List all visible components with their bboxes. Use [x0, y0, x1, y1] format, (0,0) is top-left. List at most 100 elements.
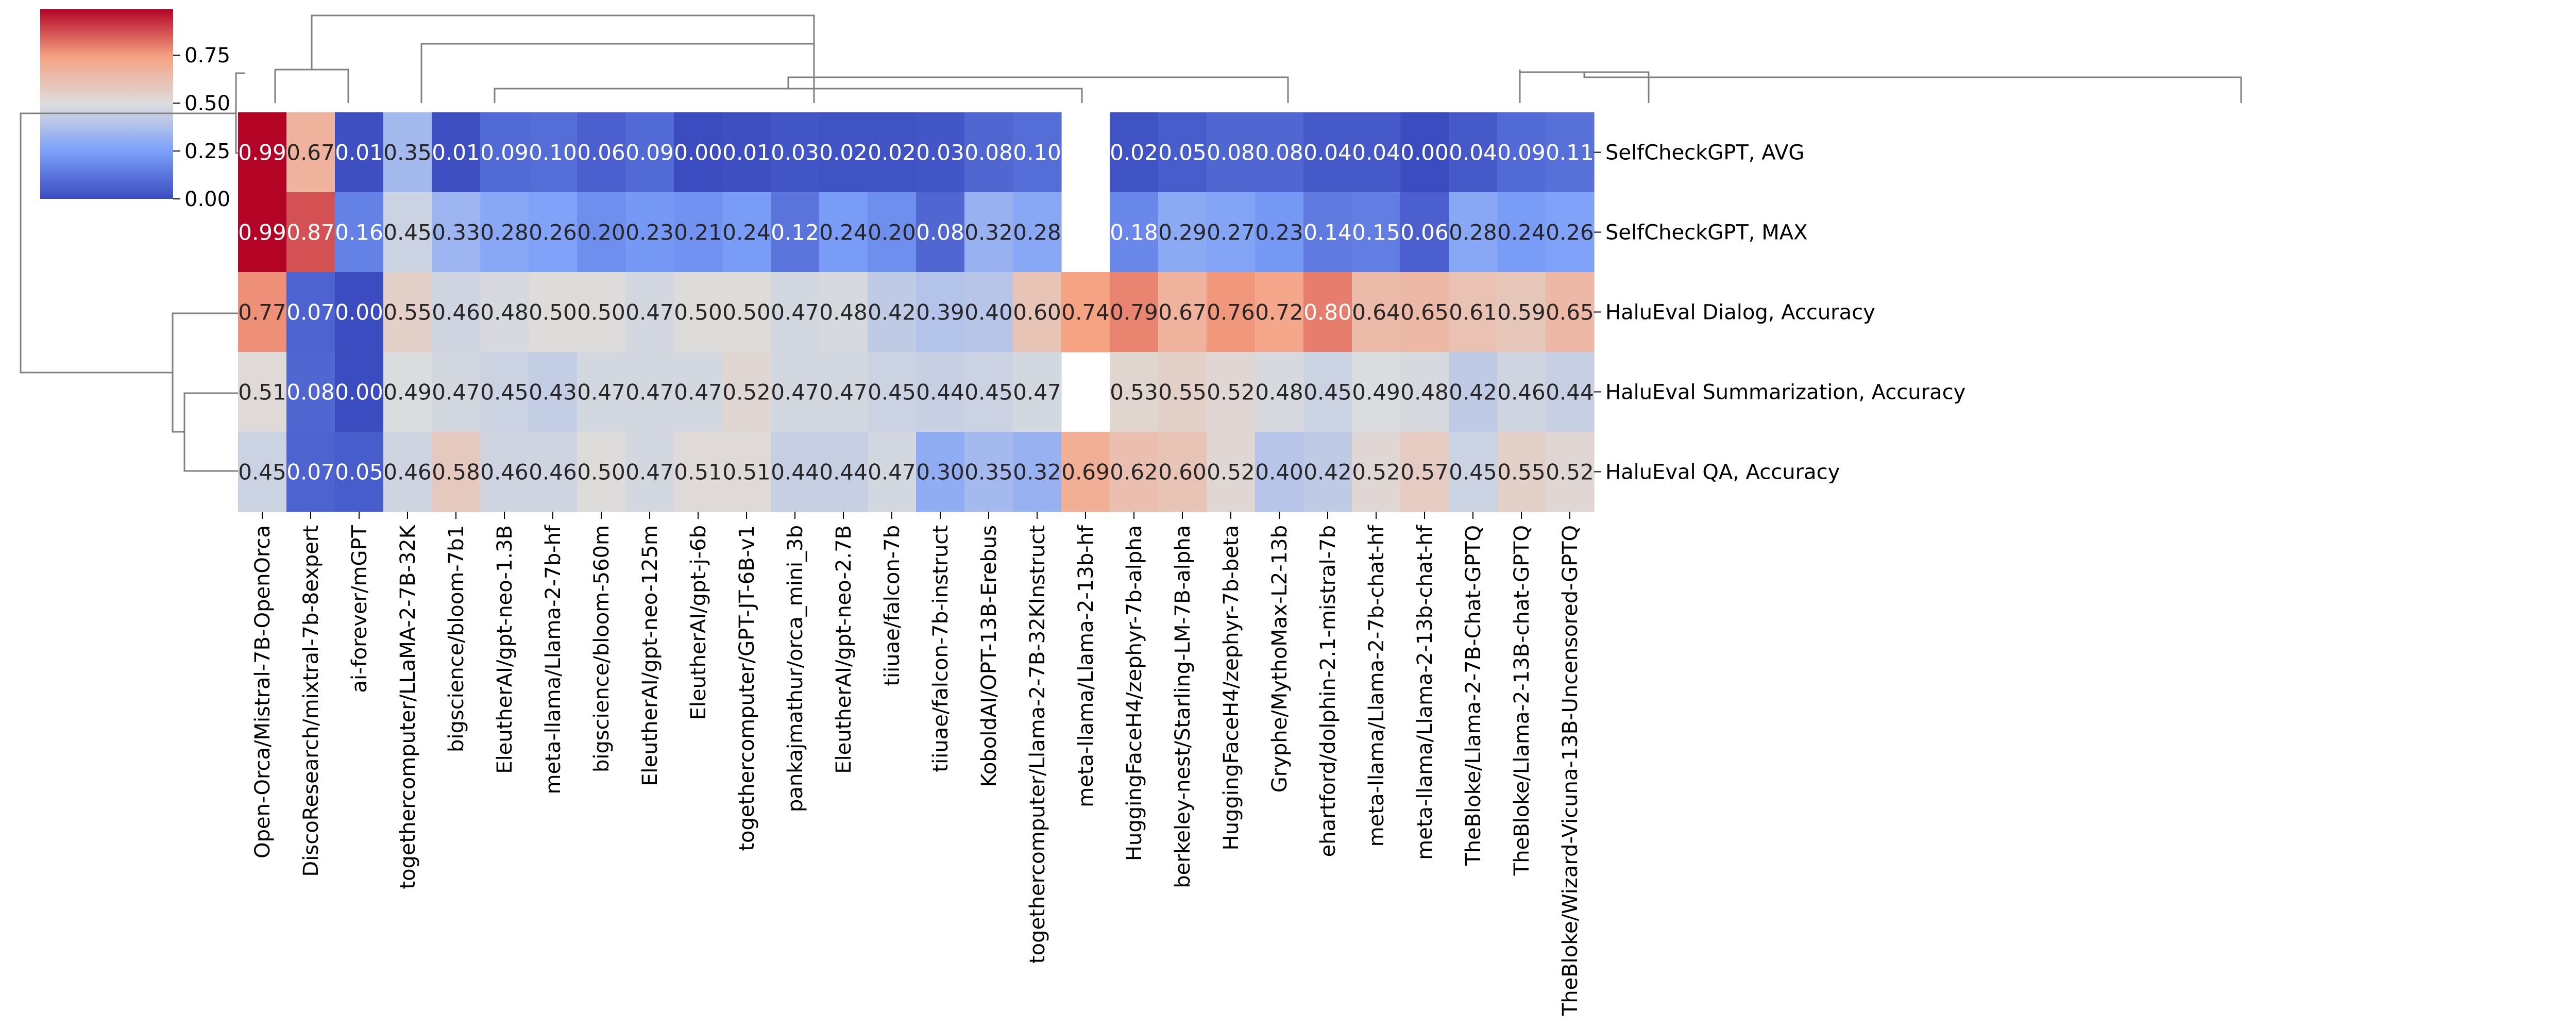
cell-value-label: 0.08 — [1255, 140, 1303, 165]
cell-value-label: 0.03 — [771, 140, 819, 165]
cell-value-label: 0.05 — [1158, 140, 1207, 165]
heatmap-cell — [1352, 272, 1401, 352]
cell-value-label: 0.47 — [577, 380, 625, 405]
heatmap-cell — [1546, 112, 1595, 193]
heatmap-cell — [1497, 112, 1546, 193]
heatmap-cell — [529, 432, 578, 512]
cell-value-label: 0.50 — [722, 300, 771, 325]
cell-value-label: 0.16 — [335, 220, 383, 245]
cell-value-label: 0.23 — [625, 220, 674, 245]
column-label: Gryphe/MythoMax-L2-13b — [1268, 525, 1292, 793]
heatmap-cell — [771, 432, 820, 512]
cell-value-label: 0.44 — [916, 380, 964, 405]
cell-value-label: 0.04 — [1352, 140, 1400, 165]
heatmap-cell — [819, 112, 868, 193]
heatmap-cell — [1110, 112, 1159, 193]
heatmap-cell — [1013, 352, 1062, 432]
column-label: TheBloke/Llama-2-13B-chat-GPTQ — [1510, 525, 1534, 876]
column-label: ai-forever/mGPT — [348, 525, 371, 693]
colorbar-tick-label: 0.50 — [184, 92, 230, 115]
cell-value-label: 0.00 — [674, 140, 722, 165]
heatmap-cell — [1449, 432, 1498, 512]
cell-value-label: 0.08 — [964, 140, 1013, 165]
cell-value-label: 0.35 — [964, 460, 1013, 485]
heatmap-cell — [819, 352, 868, 432]
heatmap-cell — [480, 352, 529, 432]
heatmap-cell — [819, 272, 868, 352]
heatmap-cell — [529, 272, 578, 352]
cell-value-label: 0.57 — [1400, 460, 1449, 485]
heatmap-cell — [432, 432, 481, 512]
cell-value-label: 0.44 — [1546, 380, 1594, 405]
heatmap-cell — [335, 272, 384, 352]
cell-value-label: 0.77 — [238, 300, 286, 325]
cell-value-label: 0.45 — [964, 380, 1013, 405]
column-label: TheBloke/Llama-2-7B-Chat-GPTQ — [1462, 525, 1485, 866]
cell-value-label: 0.39 — [916, 300, 964, 325]
cell-value-label: 0.45 — [868, 380, 916, 405]
cell-value-label: 0.65 — [1400, 300, 1449, 325]
cell-value-label: 0.50 — [529, 300, 577, 325]
cell-value-label: 0.51 — [238, 380, 286, 405]
colorbar: 0.00 0.25 0.50 0.75 — [40, 9, 230, 211]
heatmap-cell — [1207, 432, 1256, 512]
heatmap-cell — [916, 192, 965, 273]
cell-value-label: 0.07 — [286, 460, 335, 485]
cell-value-label: 0.47 — [868, 460, 916, 485]
heatmap-cell — [238, 112, 287, 193]
cell-value-label: 0.67 — [286, 140, 335, 165]
column-label: togethercomputer/GPT-JT-6B-v1 — [735, 525, 759, 851]
column-label: meta-llama/Llama-2-7b-chat-hf — [1365, 525, 1388, 847]
heatmap-cell — [1255, 192, 1304, 273]
heatmap-cell — [1207, 112, 1256, 193]
column-label: DiscoResearch/mixtral-7b-8expert — [299, 525, 323, 877]
cell-value-label: 0.21 — [674, 220, 722, 245]
column-label: EleutherAI/gpt-j-6b — [687, 525, 710, 720]
heatmap-cell — [819, 192, 868, 273]
cell-value-label: 0.46 — [383, 460, 432, 485]
row-label: SelfCheckGPT, MAX — [1605, 221, 1808, 245]
cell-value-label: 0.09 — [1497, 140, 1546, 165]
heatmap-cell — [868, 192, 917, 273]
heatmap-cell — [238, 272, 287, 352]
column-label: KoboldAI/OPT-13B-Erebus — [977, 525, 1001, 787]
column-label: ehartford/dolphin-2.1-mistral-7b — [1316, 525, 1340, 857]
heatmap-cell — [1013, 432, 1062, 512]
colorbar-tick-label: 0.75 — [184, 44, 230, 68]
heatmap-cell — [1061, 432, 1110, 512]
colorbar-tick-label: 0.25 — [184, 140, 230, 163]
column-label: bigscience/bloom-560m — [590, 525, 614, 772]
row-label: HaluEval Summarization, Accuracy — [1605, 381, 1965, 405]
heatmap-cell — [1207, 352, 1256, 432]
cell-value-label: 0.51 — [674, 460, 722, 485]
heatmap-cell — [1158, 432, 1207, 512]
cell-value-label: 0.60 — [1013, 300, 1061, 325]
heatmap-cell — [722, 432, 771, 512]
cell-value-label: 0.72 — [1255, 300, 1303, 325]
cell-value-label: 0.59 — [1497, 300, 1546, 325]
column-label: togethercomputer/Llama-2-7B-32KInstruct — [1026, 525, 1049, 964]
cell-value-label: 0.79 — [1110, 300, 1158, 325]
cell-value-label: 0.55 — [383, 300, 432, 325]
cell-value-label: 0.30 — [916, 460, 964, 485]
cell-value-label: 0.53 — [1110, 380, 1158, 405]
cell-value-label: 0.02 — [819, 140, 868, 165]
heatmap-cell — [1255, 112, 1304, 193]
cell-value-label: 0.10 — [1013, 140, 1061, 165]
cell-value-label: 0.50 — [577, 300, 625, 325]
heatmap-cell — [1449, 352, 1498, 432]
cell-value-label: 0.28 — [1449, 220, 1497, 245]
heatmap-cell — [1061, 272, 1110, 352]
cell-value-label: 0.02 — [868, 140, 916, 165]
cell-value-label: 0.62 — [1110, 460, 1158, 485]
cell-value-label: 0.28 — [480, 220, 529, 245]
column-label: pankajmathur/orca_mini_3b — [784, 525, 807, 812]
heatmap-cells: 0.99 0.67 0.01 0.35 0.01 0.09 0.10 0.06 0.09 0.00… — [238, 112, 1595, 512]
cell-value-label: 0.46 — [432, 300, 480, 325]
heatmap-cell — [1449, 192, 1498, 273]
heatmap-cell — [1013, 272, 1062, 352]
cell-value-label: 0.52 — [1352, 460, 1400, 485]
heatmap-cell — [1497, 192, 1546, 273]
heatmap-cell — [577, 192, 626, 273]
heatmap-cell — [722, 112, 771, 193]
